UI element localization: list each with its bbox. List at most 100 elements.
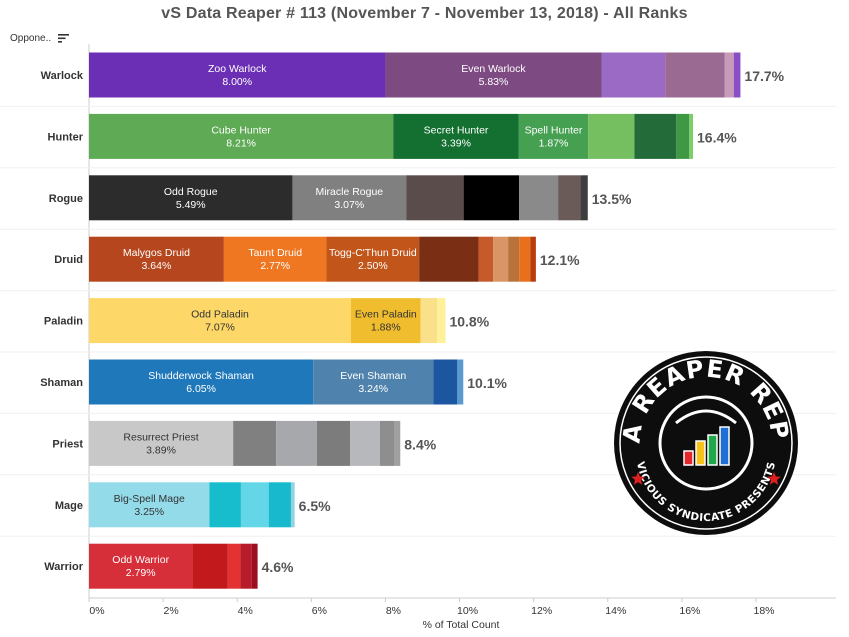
x-tick-label: 8%	[386, 605, 401, 617]
logo-inner-ring	[658, 395, 754, 491]
total-label-hunter: 16.4%	[697, 129, 737, 145]
x-tick-label: 0%	[89, 605, 104, 617]
column-header-label: Oppone..	[10, 33, 52, 44]
segment-value-big-spell-mage: 3.25%	[134, 506, 164, 518]
x-tick-label: 12%	[531, 605, 552, 617]
bar-segment-warrior-2	[192, 543, 228, 589]
total-label-paladin: 10.8%	[449, 314, 489, 330]
segment-value-shudderwock-shaman: 6.05%	[186, 383, 216, 395]
logo-emblem-bar-2	[695, 440, 706, 466]
segment-name-even-paladin: Even Paladin	[355, 309, 417, 321]
bar-segment-rogue-5	[519, 175, 559, 221]
bar-segment-paladin-odd-paladin	[89, 298, 351, 344]
total-label-shaman: 10.1%	[467, 375, 507, 391]
bar-segment-paladin-even-paladin	[350, 298, 421, 344]
bar-segment-shaman-even-shaman	[313, 359, 434, 405]
segment-name-odd-warrior: Odd Warrior	[112, 554, 169, 566]
bar-segment-rogue-6	[558, 175, 581, 221]
segment-name-secret-hunter: Secret Hunter	[424, 124, 489, 136]
bar-segment-warrior-3	[227, 543, 241, 589]
bar-segment-druid-taunt-druid	[223, 236, 327, 282]
segment-value-cube-hunter: 8.21%	[226, 137, 256, 149]
category-label-paladin: Paladin	[44, 316, 83, 328]
bar-segment-priest-7	[394, 420, 401, 466]
sort-icon[interactable]	[57, 33, 69, 43]
bar-segment-druid-togg-c-thun-druid	[326, 236, 420, 282]
x-tick-label: 2%	[164, 605, 179, 617]
bar-segment-rogue-7	[580, 175, 588, 221]
bar-segment-mage-3	[240, 482, 269, 528]
segment-value-resurrect-priest: 3.89%	[146, 444, 176, 456]
segment-value-odd-paladin: 7.07%	[205, 322, 235, 334]
bar-segment-rogue-odd-rogue	[89, 175, 293, 221]
bar-segment-priest-2	[233, 420, 277, 466]
segment-value-taunt-druid: 2.77%	[260, 260, 290, 272]
segment-value-even-warlock: 5.83%	[479, 76, 509, 88]
category-label-druid: Druid	[54, 254, 83, 266]
bar-segment-mage-2	[209, 482, 241, 528]
bar-segment-priest-resurrect-priest	[89, 420, 234, 466]
logo-emblem-bar-1	[683, 450, 694, 466]
segment-value-secret-hunter: 3.39%	[441, 137, 471, 149]
segment-value-zoo-warlock: 8.00%	[222, 76, 252, 88]
x-tick-label: 4%	[238, 605, 253, 617]
bar-segment-warlock-zoo-warlock	[89, 52, 386, 98]
segment-value-togg-c-thun-druid: 2.50%	[358, 260, 388, 272]
bar-segment-priest-6	[379, 420, 395, 466]
bar-segment-priest-4	[316, 420, 351, 466]
segment-name-miracle-rogue: Miracle Rogue	[315, 186, 383, 198]
bar-segment-hunter-4	[588, 113, 635, 159]
bar-segment-druid-9	[530, 236, 536, 282]
x-tick-label: 10%	[457, 605, 478, 617]
bar-segment-rogue-miracle-rogue	[292, 175, 407, 221]
bar-segment-warrior-odd-warrior	[89, 543, 193, 589]
bar-segment-rogue-4	[463, 175, 520, 221]
bar-segment-warlock-4	[665, 52, 725, 98]
segment-name-odd-paladin: Odd Paladin	[191, 309, 249, 321]
logo-emblem-arc-icon	[675, 409, 737, 425]
total-label-druid: 12.1%	[540, 252, 580, 268]
segment-name-taunt-druid: Taunt Druid	[248, 247, 302, 259]
bar-segment-shaman-4	[457, 359, 464, 405]
bar-segment-priest-3	[276, 420, 317, 466]
segment-name-zoo-warlock: Zoo Warlock	[208, 63, 267, 75]
bar-segment-paladin-4	[437, 298, 446, 344]
segment-name-even-shaman: Even Shaman	[340, 370, 406, 382]
total-label-priest: 8.4%	[404, 436, 436, 452]
x-tick-label: 6%	[312, 605, 327, 617]
segment-name-spell-hunter: Spell Hunter	[525, 124, 583, 136]
bar-segment-druid-8	[519, 236, 531, 282]
category-label-priest: Priest	[52, 438, 83, 450]
category-label-mage: Mage	[55, 500, 83, 512]
bar-segment-shaman-shudderwock-shaman	[89, 359, 314, 405]
segment-name-togg-c-thun-druid: Togg-C'Thun Druid	[329, 247, 417, 259]
x-tick-label: 18%	[753, 605, 774, 617]
bar-segment-mage-4	[268, 482, 291, 528]
bar-segment-warrior-4	[240, 543, 252, 589]
segment-name-shudderwock-shaman: Shudderwock Shaman	[148, 370, 254, 382]
x-axis-title: % of Total Count	[423, 619, 500, 631]
bar-segment-druid-6	[493, 236, 509, 282]
category-label-hunter: Hunter	[48, 131, 84, 143]
bar-segment-druid-4	[419, 236, 479, 282]
bar-segment-shaman-3	[433, 359, 458, 405]
logo-star-left-icon	[631, 472, 645, 485]
bar-segment-hunter-5	[634, 113, 677, 159]
bar-segment-mage-big-spell-mage	[89, 482, 210, 528]
category-label-warrior: Warrior	[44, 561, 83, 573]
segment-name-resurrect-priest: Resurrect Priest	[123, 431, 198, 443]
total-label-warrior: 4.6%	[262, 559, 294, 575]
bar-segment-warlock-even-warlock	[385, 52, 602, 98]
bar-segment-druid-7	[508, 236, 520, 282]
bar-segment-warrior-5	[251, 543, 258, 589]
bar-segment-rogue-3	[406, 175, 464, 221]
x-tick-label: 14%	[605, 605, 626, 617]
category-label-shaman: Shaman	[40, 377, 83, 389]
bar-segment-druid-malygos-druid	[89, 236, 224, 282]
total-label-warlock: 17.7%	[744, 68, 784, 84]
total-label-mage: 6.5%	[299, 498, 331, 514]
column-header[interactable]: Oppone..	[10, 33, 69, 44]
logo-emblem-bar-3	[707, 434, 718, 466]
category-label-rogue: Rogue	[49, 193, 83, 205]
